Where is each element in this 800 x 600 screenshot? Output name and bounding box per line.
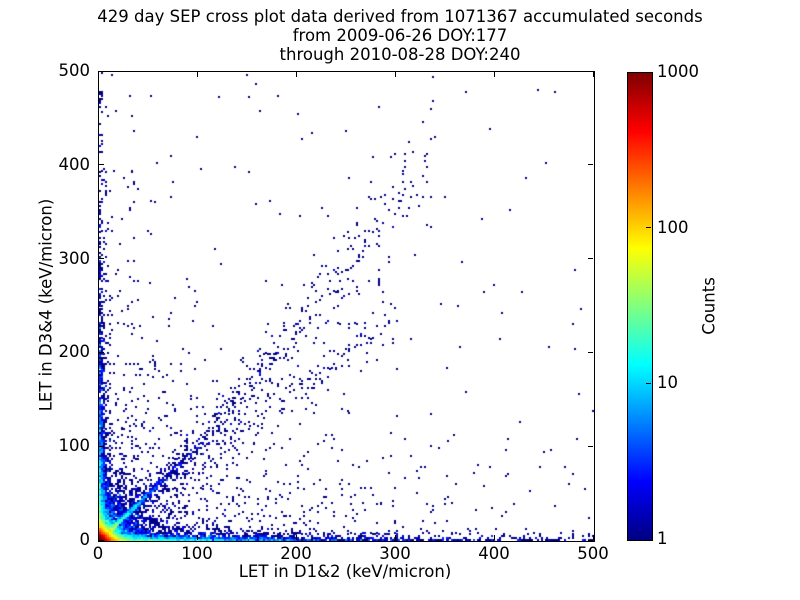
y-tick-mark-right xyxy=(588,164,593,166)
chart-title: 429 day SEP cross plot data derived from… xyxy=(0,7,800,64)
y-tick-mark xyxy=(99,539,104,541)
x-tick-mark-top xyxy=(592,72,594,77)
x-tick-mark xyxy=(97,535,99,540)
x-tick-mark xyxy=(394,535,396,540)
y-tick-mark xyxy=(99,70,104,72)
plot-area xyxy=(98,71,595,542)
x-tick-label: 0 xyxy=(92,544,104,563)
x-tick-label: 200 xyxy=(280,544,312,563)
y-tick-label: 500 xyxy=(58,61,91,80)
chart-title-line-1: 429 day SEP cross plot data derived from… xyxy=(97,7,703,26)
chart-title-line-3: through 2010-08-28 DOY:240 xyxy=(279,45,521,64)
y-tick-mark-right xyxy=(588,445,593,447)
colorbar-tick-label: 1 xyxy=(657,529,668,548)
y-tick-mark xyxy=(99,351,104,353)
y-tick-label: 100 xyxy=(58,436,91,456)
colorbar-tick-label: 10 xyxy=(657,373,678,393)
x-tick-label: 500 xyxy=(577,544,609,563)
colorbar-tick-mark xyxy=(646,227,651,229)
y-tick-mark xyxy=(99,258,104,260)
x-tick-mark xyxy=(493,535,495,540)
colorbar-label: Counts xyxy=(699,277,719,335)
colorbar-tick-label: 1000 xyxy=(657,62,699,81)
x-tick-mark-top xyxy=(196,72,198,77)
y-tick-mark-right xyxy=(588,258,593,260)
y-tick-label: 0 xyxy=(79,530,91,549)
y-tick-mark-right xyxy=(588,351,593,353)
scatter-density-canvas xyxy=(99,72,594,541)
x-tick-mark xyxy=(295,535,297,540)
y-tick-mark-right xyxy=(588,70,593,72)
colorbar-tick-label: 100 xyxy=(657,217,689,237)
x-tick-label: 300 xyxy=(379,544,411,563)
y-tick-label: 200 xyxy=(58,342,91,362)
colorbar-tick-mark xyxy=(646,382,651,384)
y-tick-mark-right xyxy=(588,539,593,541)
x-tick-mark-top xyxy=(295,72,297,77)
y-axis-label: LET in D3&4 (keV/micron) xyxy=(36,198,56,412)
x-tick-mark xyxy=(592,535,594,540)
chart-title-line-2: from 2009-06-26 DOY:177 xyxy=(292,26,508,45)
x-tick-mark xyxy=(196,535,198,540)
x-tick-mark-top xyxy=(97,72,99,77)
x-tick-label: 400 xyxy=(478,544,510,563)
x-tick-label: 100 xyxy=(181,544,213,563)
y-tick-label: 300 xyxy=(58,248,91,268)
y-tick-label: 400 xyxy=(58,154,91,174)
x-tick-mark-top xyxy=(394,72,396,77)
x-axis-label: LET in D1&2 (keV/micron) xyxy=(238,562,452,581)
y-tick-mark xyxy=(99,164,104,166)
y-tick-mark xyxy=(99,445,104,447)
x-tick-mark-top xyxy=(493,72,495,77)
colorbar xyxy=(627,72,653,541)
